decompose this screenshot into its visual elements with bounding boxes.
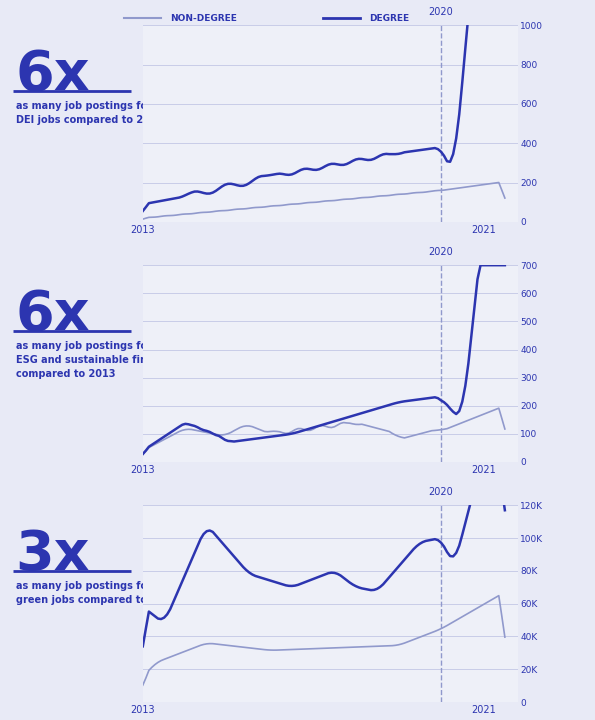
Text: 6x: 6x bbox=[15, 48, 90, 102]
Text: 2020: 2020 bbox=[428, 487, 453, 498]
Text: NON-DEGREE: NON-DEGREE bbox=[170, 14, 237, 23]
Text: 6x: 6x bbox=[15, 288, 90, 342]
Text: as many job postings for degree
DEI jobs compared to 2013: as many job postings for degree DEI jobs… bbox=[15, 101, 194, 125]
Text: 2020: 2020 bbox=[428, 7, 453, 17]
Text: DEGREE: DEGREE bbox=[369, 14, 410, 23]
Text: as many job postings for degree
ESG and sustainable finance jobs
compared to 201: as many job postings for degree ESG and … bbox=[15, 341, 199, 379]
Text: as many job postings for non-degree
green jobs compared to 2013: as many job postings for non-degree gree… bbox=[15, 581, 218, 605]
Text: 2020: 2020 bbox=[428, 248, 453, 257]
Text: 3x: 3x bbox=[15, 528, 90, 582]
